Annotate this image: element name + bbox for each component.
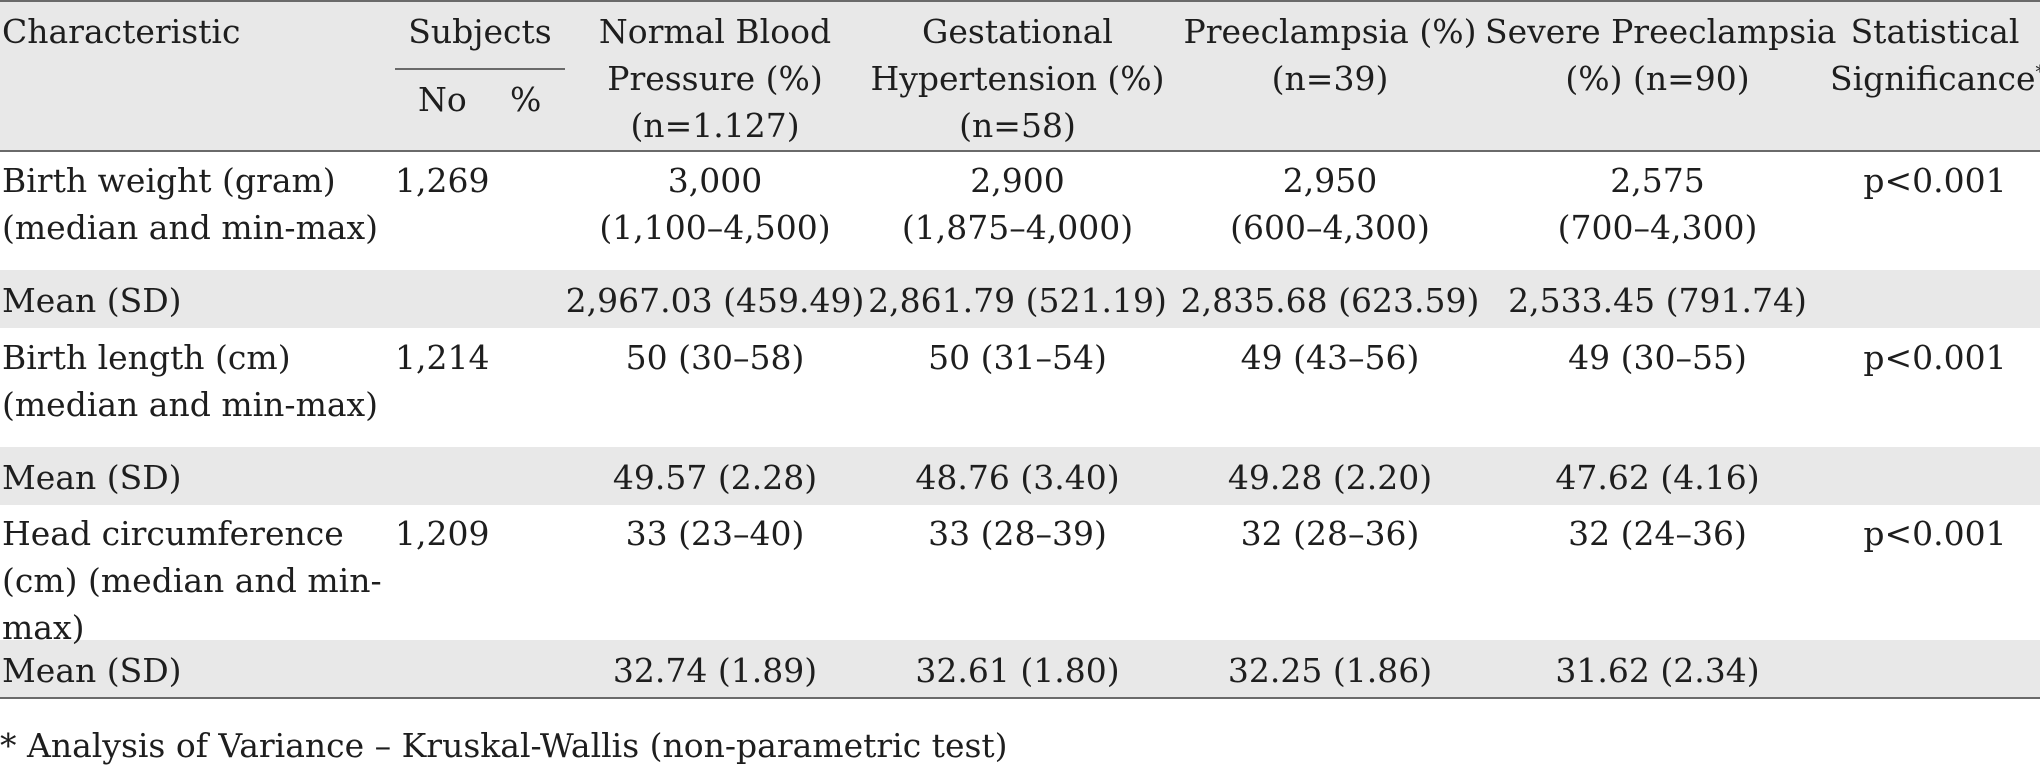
header-severe: Severe Preeclampsia (%) (n=90) xyxy=(1485,12,1837,98)
header-normal: Normal Blood Pressure (%) (n=1.127) xyxy=(598,12,832,145)
row-normal: 33 (23–40) xyxy=(625,514,805,553)
row-label: Mean (SD) xyxy=(2,281,182,320)
row-label: Head circumference (cm) (median and min-m… xyxy=(2,514,382,647)
row-preeclampsia: 49.28 (2.20) xyxy=(1227,458,1433,497)
row-preeclampsia: 49 (43–56) xyxy=(1240,338,1420,377)
row-preeclampsia: 2,950 (600–4,300) xyxy=(1230,161,1430,247)
row-significance: p<0.001 xyxy=(1863,514,2007,553)
header-bottom-rule xyxy=(0,150,2040,152)
row-label: Mean (SD) xyxy=(2,651,182,690)
header-characteristic: Characteristic xyxy=(2,12,241,51)
row-band-3 xyxy=(0,640,2040,697)
row-severe: 2,533.45 (791.74) xyxy=(1508,281,1807,320)
row-significance: p<0.001 xyxy=(1863,161,2007,200)
header-band xyxy=(0,0,2040,150)
row-gestational: 48.76 (3.40) xyxy=(915,458,1120,497)
header-subjects: Subjects xyxy=(408,12,552,51)
row-gestational: 2,900 (1,875–4,000) xyxy=(901,161,1134,247)
row-normal: 2,967.03 (459.49) xyxy=(565,281,865,320)
row-severe: 47.62 (4.16) xyxy=(1555,458,1760,497)
row-label: Birth length (cm) (median and min-max) xyxy=(2,338,379,424)
row-normal: 50 (30–58) xyxy=(625,338,805,377)
row-subjects-no: 1,214 xyxy=(395,338,490,377)
row-band-1 xyxy=(0,270,2040,328)
table-footnote: * Analysis of Variance – Kruskal-Wallis … xyxy=(0,726,1008,765)
row-label: Mean (SD) xyxy=(2,458,182,497)
row-subjects-no: 1,269 xyxy=(395,161,490,200)
row-severe: 49 (30–55) xyxy=(1568,338,1747,377)
row-gestational: 32.61 (1.80) xyxy=(915,651,1120,690)
row-severe: 2,575 (700–4,300) xyxy=(1557,161,1758,247)
row-label: Birth weight (gram) (median and min-max) xyxy=(2,161,379,247)
bottom-rule xyxy=(0,697,2040,699)
row-normal: 32.74 (1.89) xyxy=(612,651,818,690)
row-gestational: 33 (28–39) xyxy=(928,514,1107,553)
row-preeclampsia: 32 (28–36) xyxy=(1240,514,1420,553)
row-preeclampsia: 32.25 (1.86) xyxy=(1227,651,1433,690)
significance-footnote-mark: * xyxy=(2036,62,2040,83)
row-preeclampsia: 2,835.68 (623.59) xyxy=(1180,281,1480,320)
row-normal: 3,000 (1,100–4,500) xyxy=(599,161,831,247)
header-preeclampsia: Preeclampsia (%) (n=39) xyxy=(1183,12,1477,98)
row-subjects-no: 1,209 xyxy=(395,514,490,553)
header-no: No xyxy=(418,80,467,119)
row-gestational: 50 (31–54) xyxy=(928,338,1107,377)
row-band-2 xyxy=(0,447,2040,505)
top-rule xyxy=(0,0,2040,2)
header-pct: % xyxy=(510,80,542,119)
row-significance: p<0.001 xyxy=(1863,338,2007,377)
row-gestational: 2,861.79 (521.19) xyxy=(868,281,1167,320)
header-significance: Statistical Significance* xyxy=(1830,8,2040,102)
subjects-subrule xyxy=(395,68,565,70)
header-gestational: Gestational Hypertension (%) (n=58) xyxy=(870,12,1165,145)
row-normal: 49.57 (2.28) xyxy=(612,458,818,497)
row-severe: 32 (24–36) xyxy=(1568,514,1747,553)
row-severe: 31.62 (2.34) xyxy=(1555,651,1760,690)
